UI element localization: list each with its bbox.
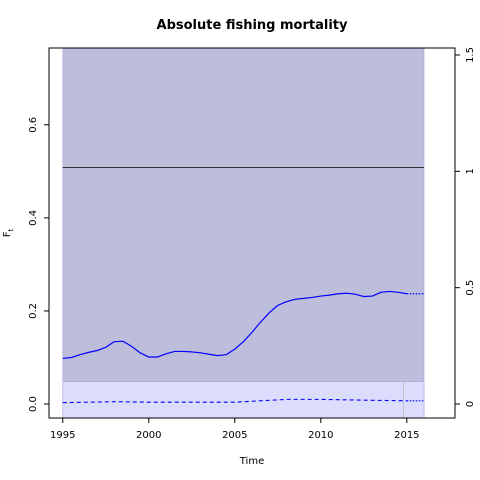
x-axis-label: Time xyxy=(239,456,264,467)
x-tick-label: 2015 xyxy=(394,430,419,441)
series-line-solid-blue xyxy=(62,290,407,360)
inner-band xyxy=(62,381,425,419)
chart-title: Absolute fishing mortality xyxy=(157,18,348,33)
x-tick-label: 2010 xyxy=(308,430,333,441)
y-tick-label: 0.4 xyxy=(28,210,39,226)
y2-tick-label: 0.5 xyxy=(465,280,476,296)
y-axis-label: Ft xyxy=(2,228,15,237)
x-tick-label: 2000 xyxy=(136,430,161,441)
y-tick-label: 0.0 xyxy=(28,396,39,412)
y-axis-label-subscript: t xyxy=(7,228,15,231)
y2-tick-label: 1.5 xyxy=(465,47,476,63)
y-tick-label: 0.2 xyxy=(28,303,39,319)
y-axis-label-main: F xyxy=(2,231,13,237)
y-axis-label-group: Ft xyxy=(2,228,15,237)
plot-frame xyxy=(48,47,456,419)
y-tick-label: 0.6 xyxy=(28,117,39,133)
x-tick-label: 1995 xyxy=(50,430,75,441)
series-line-dashed-blue xyxy=(62,398,407,404)
x-tick-label: 2005 xyxy=(222,430,247,441)
y2-tick-label: 1 xyxy=(465,168,476,174)
plot-area xyxy=(62,47,425,419)
axes: 1995 2000 2005 2010 2015 0.0 0.2 0.4 0.6 0 0.5 1 1.5 xyxy=(28,47,476,441)
outer-band xyxy=(62,47,425,419)
y2-tick-label: 0 xyxy=(465,401,476,407)
